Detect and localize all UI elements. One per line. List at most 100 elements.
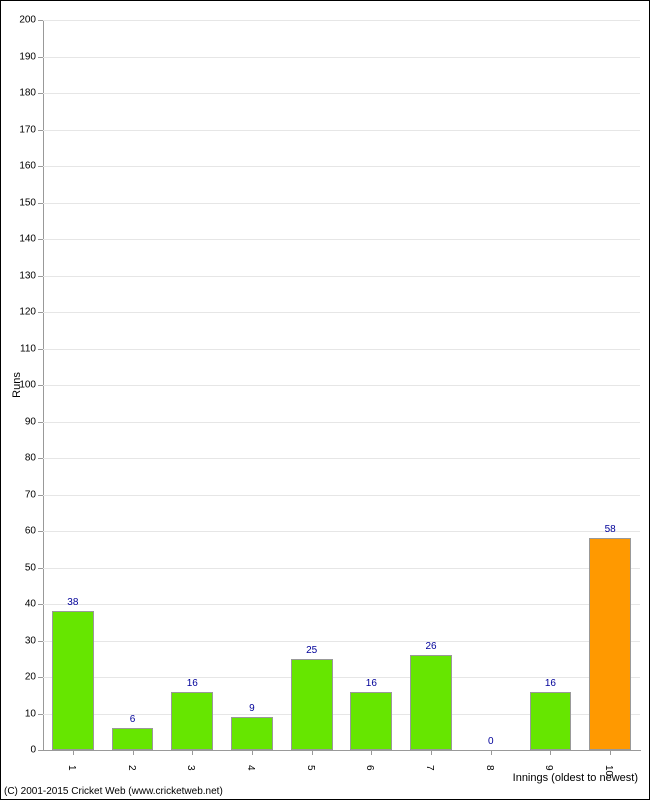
gridline xyxy=(43,57,640,58)
y-tick-label: 190 xyxy=(6,51,36,62)
copyright-text: (C) 2001-2015 Cricket Web (www.cricketwe… xyxy=(4,786,223,797)
x-tick-label: 8 xyxy=(484,765,495,771)
bar-value-label: 16 xyxy=(545,678,556,689)
bar-value-label: 58 xyxy=(605,524,616,535)
bar-value-label: 25 xyxy=(306,645,317,656)
y-tick xyxy=(38,166,43,167)
x-tick-label: 2 xyxy=(126,765,137,771)
x-tick xyxy=(133,750,134,755)
bar xyxy=(530,692,572,750)
y-tick-label: 40 xyxy=(6,599,36,610)
x-tick-label: 9 xyxy=(543,765,554,771)
gridline xyxy=(43,20,640,21)
gridline xyxy=(43,422,640,423)
gridline xyxy=(43,130,640,131)
gridline xyxy=(43,641,640,642)
y-tick xyxy=(38,312,43,313)
x-tick-label: 10 xyxy=(603,765,614,776)
gridline xyxy=(43,239,640,240)
x-tick-label: 7 xyxy=(424,765,435,771)
bar xyxy=(112,728,154,750)
y-tick-label: 70 xyxy=(6,489,36,500)
y-tick-label: 50 xyxy=(6,562,36,573)
y-tick xyxy=(38,531,43,532)
y-tick-label: 170 xyxy=(6,124,36,135)
gridline xyxy=(43,568,640,569)
y-tick-label: 80 xyxy=(6,453,36,464)
bar-value-label: 9 xyxy=(249,703,255,714)
x-tick xyxy=(312,750,313,755)
bar xyxy=(589,538,631,750)
gridline xyxy=(43,276,640,277)
y-tick-label: 140 xyxy=(6,234,36,245)
x-tick xyxy=(550,750,551,755)
gridline xyxy=(43,495,640,496)
y-tick xyxy=(38,57,43,58)
y-tick-label: 200 xyxy=(6,15,36,26)
gridline xyxy=(43,349,640,350)
y-tick xyxy=(38,276,43,277)
y-tick-label: 110 xyxy=(6,343,36,354)
y-tick-label: 120 xyxy=(6,307,36,318)
bar-value-label: 26 xyxy=(425,641,436,652)
x-tick-label: 4 xyxy=(245,765,256,771)
chart-container: Runs Innings (oldest to newest) (C) 2001… xyxy=(0,0,650,800)
y-tick xyxy=(38,93,43,94)
x-tick xyxy=(491,750,492,755)
y-tick xyxy=(38,20,43,21)
y-tick xyxy=(38,750,43,751)
y-tick xyxy=(38,641,43,642)
bar xyxy=(231,717,273,750)
y-tick-label: 60 xyxy=(6,526,36,537)
y-tick-label: 150 xyxy=(6,197,36,208)
y-tick xyxy=(38,714,43,715)
y-tick-label: 130 xyxy=(6,270,36,281)
y-tick xyxy=(38,203,43,204)
gridline xyxy=(43,458,640,459)
gridline xyxy=(43,385,640,386)
y-tick xyxy=(38,568,43,569)
gridline xyxy=(43,312,640,313)
y-tick-label: 180 xyxy=(6,88,36,99)
x-tick xyxy=(192,750,193,755)
y-tick-label: 0 xyxy=(6,745,36,756)
x-tick xyxy=(431,750,432,755)
bar xyxy=(52,611,94,750)
gridline xyxy=(43,166,640,167)
bar-value-label: 16 xyxy=(366,678,377,689)
gridline xyxy=(43,604,640,605)
gridline xyxy=(43,531,640,532)
y-tick xyxy=(38,495,43,496)
y-tick xyxy=(38,677,43,678)
x-tick xyxy=(73,750,74,755)
bar xyxy=(350,692,392,750)
x-tick-label: 6 xyxy=(364,765,375,771)
y-tick-label: 90 xyxy=(6,416,36,427)
y-tick-label: 20 xyxy=(6,672,36,683)
y-tick-label: 160 xyxy=(6,161,36,172)
y-tick xyxy=(38,239,43,240)
x-tick xyxy=(610,750,611,755)
y-tick xyxy=(38,422,43,423)
x-tick-label: 3 xyxy=(185,765,196,771)
bar-value-label: 6 xyxy=(130,714,136,725)
y-tick xyxy=(38,458,43,459)
bar-value-label: 38 xyxy=(67,597,78,608)
gridline xyxy=(43,93,640,94)
y-tick-label: 100 xyxy=(6,380,36,391)
bar xyxy=(291,659,333,750)
bar-value-label: 0 xyxy=(488,736,494,747)
y-tick xyxy=(38,385,43,386)
y-tick-label: 30 xyxy=(6,635,36,646)
x-tick-label: 5 xyxy=(305,765,316,771)
y-tick xyxy=(38,604,43,605)
y-tick xyxy=(38,130,43,131)
y-tick-label: 10 xyxy=(6,708,36,719)
bar xyxy=(410,655,452,750)
bar-value-label: 16 xyxy=(187,678,198,689)
x-tick xyxy=(252,750,253,755)
x-tick-label: 1 xyxy=(66,765,77,771)
bar xyxy=(171,692,213,750)
gridline xyxy=(43,203,640,204)
x-axis-label: Innings (oldest to newest) xyxy=(513,772,638,784)
